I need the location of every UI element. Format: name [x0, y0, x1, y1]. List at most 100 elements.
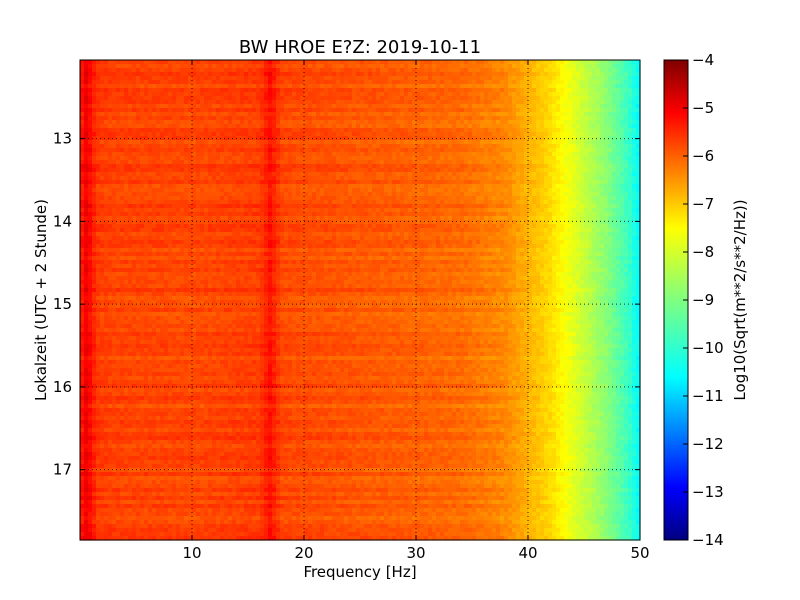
heatmap-cell: [236, 264, 241, 269]
heatmap-cell: [160, 128, 165, 133]
heatmap-cell: [244, 204, 249, 209]
heatmap-cell: [204, 60, 209, 65]
heatmap-cell: [136, 128, 141, 133]
heatmap-cell: [192, 300, 197, 305]
heatmap-cell: [184, 232, 189, 237]
heatmap-cell: [80, 308, 85, 313]
heatmap-cell: [88, 352, 93, 357]
heatmap-cell: [196, 152, 201, 157]
heatmap-cell: [184, 372, 189, 377]
heatmap-cell: [96, 236, 101, 241]
heatmap-cell: [176, 244, 181, 249]
heatmap-cell: [88, 64, 93, 69]
heatmap-cell: [96, 448, 101, 453]
heatmap-cell: [204, 312, 209, 317]
heatmap-cell: [172, 424, 177, 429]
heatmap-cell: [84, 136, 89, 141]
heatmap-cell: [84, 172, 89, 177]
heatmap-cell: [196, 172, 201, 177]
heatmap-cell: [160, 72, 165, 77]
heatmap-cell: [160, 152, 165, 157]
heatmap-cell: [228, 284, 233, 289]
heatmap-cell: [160, 448, 165, 453]
heatmap-cell: [132, 216, 137, 221]
heatmap-cell: [164, 80, 169, 85]
heatmap-cell: [196, 412, 201, 417]
heatmap-cell: [172, 88, 177, 93]
heatmap-cell: [96, 160, 101, 165]
heatmap-cell: [180, 196, 185, 201]
heatmap-cell: [144, 512, 149, 517]
heatmap-cell: [108, 288, 113, 293]
heatmap-cell: [88, 392, 93, 397]
heatmap-cell: [164, 60, 169, 65]
heatmap-cell: [236, 488, 241, 493]
heatmap-cell: [144, 308, 149, 313]
heatmap-cell: [92, 324, 97, 329]
heatmap-cell: [128, 208, 133, 213]
heatmap-cell: [104, 436, 109, 441]
heatmap-cell: [144, 100, 149, 105]
heatmap-cell: [144, 528, 149, 533]
heatmap-cell: [108, 536, 113, 541]
heatmap-cell: [148, 436, 153, 441]
heatmap-cell: [220, 140, 225, 145]
heatmap-cell: [112, 524, 117, 529]
heatmap-cell: [180, 152, 185, 157]
heatmap-cell: [132, 268, 137, 273]
heatmap-cell: [108, 280, 113, 285]
heatmap-cell: [136, 368, 141, 373]
heatmap-cell: [80, 320, 85, 325]
heatmap-cell: [168, 204, 173, 209]
heatmap-cell: [84, 400, 89, 405]
heatmap-cell: [184, 116, 189, 121]
heatmap-cell: [80, 368, 85, 373]
heatmap-cell: [92, 232, 97, 237]
heatmap-cell: [244, 316, 249, 321]
heatmap-cell: [240, 64, 245, 69]
heatmap-cell: [172, 244, 177, 249]
heatmap-cell: [124, 188, 129, 193]
heatmap-cell: [116, 412, 121, 417]
heatmap-cell: [132, 76, 137, 81]
heatmap-cell: [80, 356, 85, 361]
heatmap-cell: [200, 152, 205, 157]
heatmap-cell: [120, 308, 125, 313]
heatmap-cell: [224, 60, 229, 65]
heatmap-cell: [160, 216, 165, 221]
heatmap-cell: [188, 68, 193, 73]
heatmap-cell: [132, 408, 137, 413]
heatmap-cell: [204, 488, 209, 493]
heatmap-cell: [104, 92, 109, 97]
heatmap-cell: [224, 316, 229, 321]
heatmap-cell: [192, 104, 197, 109]
heatmap-cell: [164, 236, 169, 241]
heatmap-cell: [128, 160, 133, 165]
heatmap-cell: [180, 136, 185, 141]
heatmap-cell: [132, 212, 137, 217]
heatmap-cell: [156, 172, 161, 177]
heatmap-cell: [136, 188, 141, 193]
heatmap-cell: [216, 380, 221, 385]
heatmap-cell: [116, 160, 121, 165]
heatmap-cell: [216, 344, 221, 349]
heatmap-cell: [148, 232, 153, 237]
heatmap-cell: [128, 484, 133, 489]
heatmap-cell: [84, 440, 89, 445]
heatmap-cell: [108, 512, 113, 517]
heatmap-cell: [228, 520, 233, 525]
heatmap-cell: [232, 460, 237, 465]
heatmap-cell: [196, 392, 201, 397]
heatmap-cell: [168, 228, 173, 233]
heatmap-cell: [92, 336, 97, 341]
heatmap-cell: [164, 292, 169, 297]
heatmap-cell: [204, 400, 209, 405]
heatmap-cell: [92, 116, 97, 121]
heatmap-cell: [84, 244, 89, 249]
heatmap-cell: [88, 228, 93, 233]
heatmap-cell: [124, 380, 129, 385]
heatmap-cell: [220, 376, 225, 381]
heatmap-cell: [116, 92, 121, 97]
heatmap-cell: [96, 148, 101, 153]
heatmap-cell: [188, 508, 193, 513]
